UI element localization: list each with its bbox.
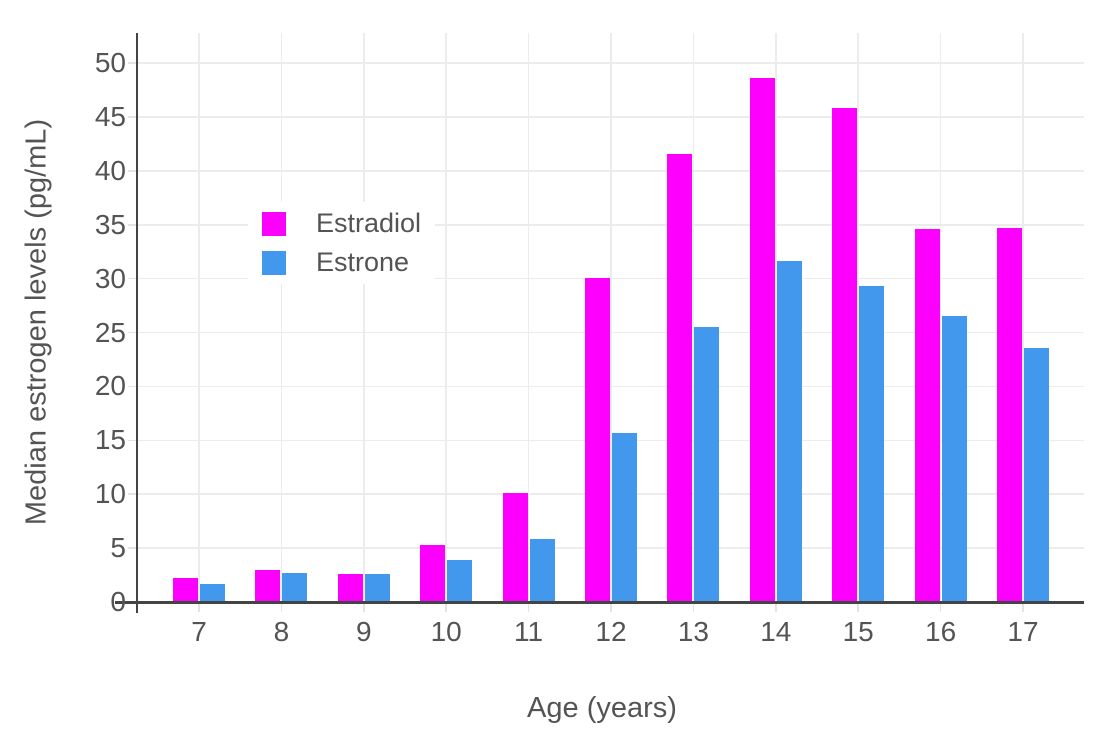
x-axis-title: Age (years): [527, 692, 677, 724]
bar-estradiol-age-16: [914, 229, 940, 602]
x-tick: [363, 604, 365, 612]
y-tick-label: 0: [110, 586, 126, 617]
bar-estradiol-age-10: [420, 544, 446, 602]
bar-estradiol-age-17: [997, 228, 1022, 602]
x-tick-label: 8: [273, 616, 290, 647]
y-axis-title: Median estrogen levels (pg/mL): [20, 118, 53, 526]
y-tick-label: 50: [94, 47, 126, 79]
y-tick-label: 5: [110, 532, 126, 564]
y-tick: [128, 170, 138, 172]
bar-estrone-age-10: [447, 559, 473, 602]
y-axis-line: [135, 33, 138, 613]
bar-estrone-age-16: [941, 316, 967, 602]
x-gridline: [198, 33, 200, 602]
x-tick-label: 11: [514, 616, 544, 647]
legend-item-estradiol[interactable]: Estradiol: [262, 210, 421, 237]
y-tick-label: 25: [94, 316, 126, 348]
x-tick: [857, 604, 859, 612]
legend-item-estrone[interactable]: Estrone: [262, 249, 421, 276]
y-tick-label: 45: [94, 101, 126, 133]
bar-estrone-age-12: [612, 432, 637, 602]
x-tick: [1022, 604, 1024, 612]
bar-estradiol-age-13: [667, 153, 693, 602]
y-tick: [128, 331, 138, 334]
bar-estradiol-age-14: [749, 78, 775, 602]
y-tick-label: 20: [94, 370, 126, 402]
legend: Estradiol Estrone: [248, 202, 436, 284]
estradiol-swatch-icon: [262, 211, 286, 236]
x-tick: [198, 604, 200, 612]
legend-label-estradiol: Estradiol: [316, 208, 422, 238]
x-gridline: [775, 33, 777, 602]
x-gridline: [527, 33, 530, 602]
x-tick-label: 15: [842, 616, 874, 647]
y-tick-label: 40: [94, 154, 126, 186]
bar-estradiol-age-9: [337, 573, 363, 602]
bar-estrone-age-7: [200, 583, 225, 602]
y-tick: [128, 385, 138, 388]
y-tick: [128, 493, 138, 495]
x-tick: [692, 604, 695, 612]
x-tick: [775, 604, 777, 612]
y-tick: [128, 277, 138, 280]
x-gridline: [939, 33, 942, 602]
x-tick-label: 10: [430, 616, 462, 647]
x-gridline: [857, 33, 859, 602]
bar-estradiol-age-8: [255, 569, 281, 602]
x-tick-label: 14: [760, 616, 792, 647]
x-tick: [445, 604, 447, 612]
x-gridline: [692, 33, 695, 602]
x-gridline: [610, 33, 612, 602]
legend-label-estrone: Estrone: [316, 247, 410, 277]
y-tick: [128, 116, 138, 118]
bar-estrone-age-8: [282, 572, 308, 602]
x-tick: [280, 604, 283, 612]
x-tick: [527, 604, 530, 612]
y-tick-label: 30: [94, 262, 126, 294]
x-tick-label: 9: [356, 616, 372, 647]
bar-estradiol-age-15: [832, 108, 858, 602]
x-tick-label: 13: [677, 616, 709, 647]
bar-estrone-age-13: [694, 327, 720, 602]
y-tick-label: 35: [94, 208, 126, 240]
x-gridline: [363, 33, 365, 602]
x-tick-label: 12: [595, 616, 627, 647]
x-tick-label: 7: [191, 616, 207, 647]
y-tick: [128, 62, 138, 64]
x-tick-label: 16: [925, 616, 957, 647]
x-gridline: [445, 33, 447, 602]
bar-estrone-age-17: [1024, 347, 1049, 602]
y-tick: [128, 224, 138, 226]
x-gridline: [1022, 33, 1024, 602]
y-tick-label: 10: [94, 478, 126, 510]
bar-estradiol-age-12: [585, 277, 610, 602]
bar-estrone-age-9: [364, 573, 390, 602]
x-tick-label: 17: [1007, 616, 1039, 647]
bar-estrone-age-15: [859, 286, 885, 602]
y-tick-label: 15: [94, 424, 126, 456]
y-tick: [128, 439, 138, 442]
bar-estrone-age-14: [776, 261, 802, 602]
x-tick: [610, 604, 612, 612]
estrone-swatch-icon: [262, 250, 286, 275]
bar-estradiol-age-11: [502, 493, 528, 602]
y-tick: [128, 547, 138, 549]
bar-estrone-age-11: [529, 539, 555, 602]
bar-estradiol-age-7: [173, 578, 198, 602]
x-gridline: [280, 33, 283, 602]
x-axis-line: [115, 601, 1084, 604]
x-tick: [939, 604, 942, 612]
